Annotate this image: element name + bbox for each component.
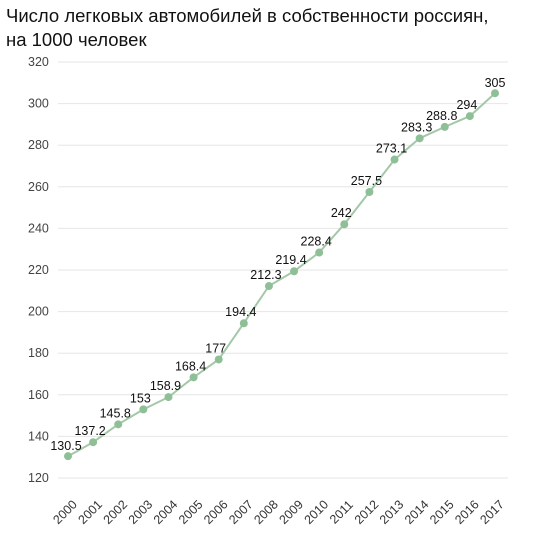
x-tick-label: 2012 (352, 497, 382, 527)
series-line (67, 92, 496, 458)
data-point (89, 438, 98, 447)
chart-title-line-2: на 1000 человек (6, 29, 147, 50)
y-tick-label: 240 (28, 221, 49, 235)
data-point (139, 405, 148, 414)
data-point (264, 282, 273, 291)
y-tick-label: 300 (28, 97, 49, 111)
y-tick-label: 220 (28, 263, 49, 277)
data-label: 158.9 (150, 379, 181, 393)
data-points (64, 89, 499, 461)
data-point (164, 393, 173, 402)
x-tick-label: 2014 (402, 497, 432, 527)
data-label: 273.1 (376, 142, 407, 156)
data-point (214, 355, 223, 364)
y-tick-label: 140 (28, 429, 49, 443)
data-point (491, 89, 499, 98)
data-point (390, 155, 399, 164)
data-label: 145.8 (100, 406, 131, 420)
series-line-layer (67, 92, 496, 458)
y-axis-ticks: 120 140 160 180 200 220 240 260 280 300 320 (28, 55, 49, 485)
x-tick-label: 2015 (427, 497, 457, 527)
data-point (415, 134, 424, 143)
x-tick-label: 2004 (151, 497, 181, 527)
y-tick-label: 200 (28, 305, 49, 319)
data-point (315, 248, 324, 257)
x-tick-label: 2016 (452, 497, 482, 527)
y-tick-label: 280 (28, 138, 49, 152)
data-label: 177 (205, 341, 226, 355)
data-point (290, 267, 299, 276)
data-label: 137.2 (74, 424, 105, 438)
x-tick-label: 2008 (251, 497, 281, 527)
chart-title: Число легковых автомобилей в собственнос… (6, 4, 546, 52)
x-tick-label: 2010 (302, 497, 332, 527)
data-point (465, 112, 474, 121)
x-tick-label: 2006 (201, 497, 231, 527)
x-tick-label: 2007 (226, 497, 256, 527)
x-tick-label: 2009 (276, 497, 306, 527)
y-tick-label: 120 (28, 471, 49, 485)
x-axis-ticks: 2000200120022003200420052006200720082009… (50, 497, 507, 527)
data-label: 212.3 (250, 268, 281, 282)
x-tick-label: 2003 (126, 497, 156, 527)
data-point (365, 188, 374, 196)
data-label: 168.4 (175, 359, 206, 373)
data-label: 294 (456, 98, 477, 112)
y-tick-label: 260 (28, 180, 49, 194)
y-tick-label: 160 (28, 388, 49, 402)
data-point (114, 420, 123, 429)
chart-title-line-1: Число легковых автомобилей в собственнос… (6, 5, 489, 26)
data-point (239, 319, 248, 328)
data-label: 194.4 (225, 305, 256, 319)
data-point (440, 122, 449, 131)
data-label: 153 (130, 391, 151, 405)
y-tick-label: 320 (28, 55, 49, 69)
data-label: 228.4 (301, 235, 332, 249)
data-label: 283.3 (401, 120, 432, 134)
data-label: 219.4 (275, 253, 306, 267)
x-tick-label: 2011 (327, 498, 356, 527)
data-point (64, 452, 72, 461)
y-tick-label: 180 (28, 346, 49, 360)
data-label: 257.5 (351, 174, 382, 188)
gridlines (58, 61, 508, 479)
data-label: 242 (331, 206, 352, 220)
data-label: 288.8 (426, 109, 457, 123)
data-point (189, 373, 198, 382)
x-tick-label: 2013 (377, 497, 407, 527)
x-tick-label: 2017 (477, 497, 507, 527)
x-tick-label: 2000 (50, 497, 80, 527)
x-tick-label: 2001 (76, 497, 106, 527)
data-point (340, 220, 349, 229)
x-tick-label: 2002 (101, 497, 131, 527)
data-label: 130.5 (50, 439, 81, 453)
data-label: 305 (485, 76, 506, 90)
x-tick-label: 2005 (176, 497, 206, 527)
